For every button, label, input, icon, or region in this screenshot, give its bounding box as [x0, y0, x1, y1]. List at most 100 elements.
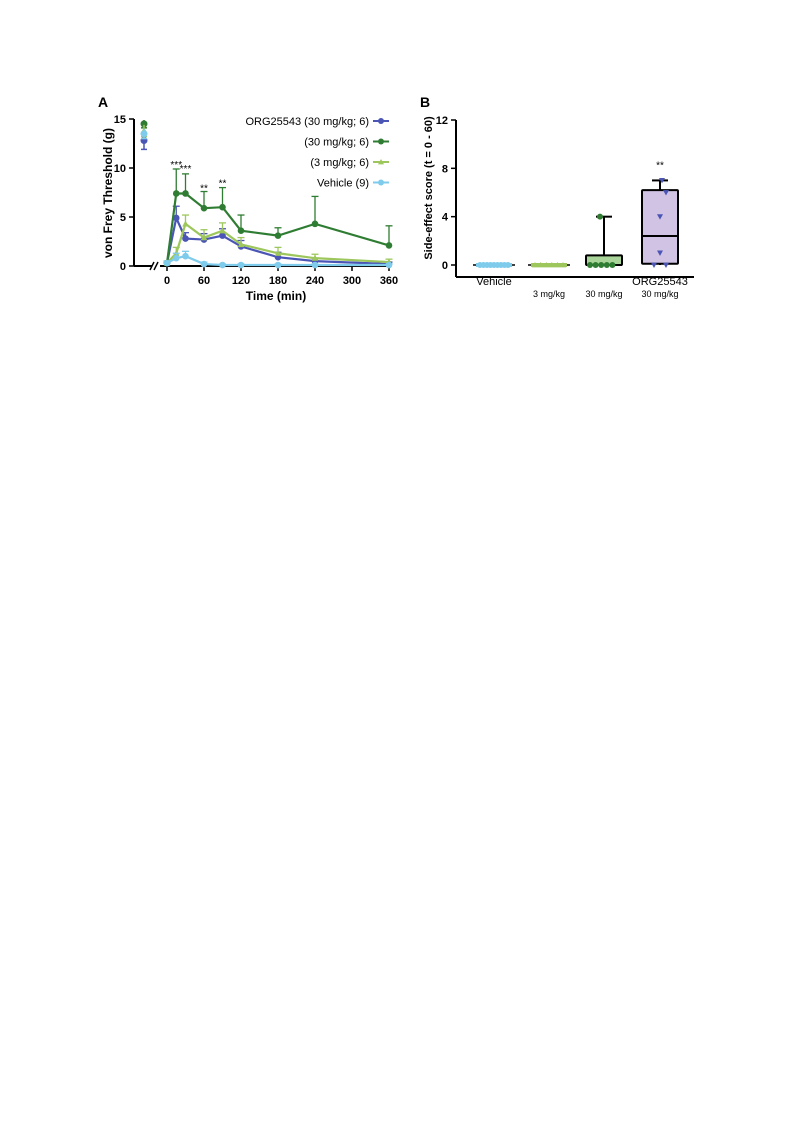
series-2: [140, 124, 393, 266]
data-point: [311, 220, 319, 228]
data-point: [163, 259, 171, 267]
box-point: [505, 262, 511, 268]
panel-b-annotations: **: [656, 160, 664, 171]
box-group-1: 3 mg/kg: [528, 262, 570, 299]
panel-a-x-tick-label: 60: [198, 275, 210, 287]
panel-a-label: A: [98, 94, 108, 110]
legend-marker: [378, 179, 384, 186]
panel-a-axis-break-2: [153, 261, 159, 271]
box-point: [657, 250, 663, 256]
group-drug-label: Vehicle: [476, 276, 511, 288]
data-point: [219, 203, 226, 211]
box-point: [532, 262, 538, 268]
panel-a-y-tick-label: 0: [120, 261, 126, 273]
data-point: [182, 252, 189, 260]
panel-a-x-tick-label: 300: [343, 275, 361, 287]
data-point: [182, 220, 189, 227]
significance-marker: **: [200, 184, 208, 195]
panel-a-axis-break-1: [149, 261, 155, 271]
panel-b-y-tick-label: 12: [436, 115, 448, 127]
data-point: [237, 227, 245, 235]
panel-a-x-tick-label: 360: [380, 275, 398, 287]
box-point: [554, 262, 561, 268]
data-point: [172, 214, 180, 222]
panel-b: B Side-effect score (t = 0 - 60) 0 4 8 12 V…: [420, 94, 694, 299]
box-point: [657, 214, 663, 220]
box-group-0: Vehicle: [473, 262, 515, 288]
panel-a-annotations: ******** **: [170, 160, 226, 195]
significance-marker: **: [656, 160, 664, 171]
box-group-2: 30 mg/kg: [585, 213, 623, 299]
data-point: [219, 232, 226, 239]
box-point: [651, 262, 657, 268]
significance-marker: ***: [170, 160, 182, 171]
significance-marker: **: [219, 179, 227, 190]
panel-a-legend: ORG25543 (30 mg/kg; 6) (30 mg/kg; 6) (3 mg…: [245, 116, 389, 190]
data-point: [385, 261, 393, 269]
group-dose-label: 3 mg/kg: [533, 289, 565, 299]
data-point: [274, 261, 282, 269]
box-point: [587, 262, 593, 268]
box-point: [603, 262, 610, 268]
legend-label: ORG25543 (30 mg/kg; 6): [245, 116, 369, 128]
data-point: [274, 249, 282, 256]
panel-b-y-tick-label: 4: [442, 212, 449, 224]
data-point: [182, 190, 189, 197]
legend-marker: [378, 118, 384, 124]
panel-a-y-tick-label: 15: [114, 114, 126, 126]
panel-b-y-tick-label: 8: [442, 163, 448, 175]
panel-a-x-tick-label: 0: [164, 275, 170, 287]
box-point: [663, 262, 669, 268]
data-point: [200, 234, 208, 241]
significance-marker: ***: [180, 164, 192, 175]
box-point: [560, 262, 566, 268]
panel-a-x-tick-label: 120: [232, 275, 250, 287]
panel-a-series-layer: [140, 119, 393, 269]
series-3: [140, 128, 393, 269]
legend-marker: [378, 138, 384, 145]
baseline-point: [140, 120, 148, 128]
panel-b-axes: 0 4 8 12: [436, 115, 694, 278]
panel-a-y-tick-label: 5: [120, 212, 126, 224]
group-dose-label: 30 mg/kg: [641, 289, 678, 299]
baseline-point: [140, 130, 148, 138]
legend-label: (30 mg/kg; 6): [304, 137, 369, 149]
box-point: [592, 262, 599, 268]
panel-b-y-tick-label: 0: [442, 260, 448, 272]
data-point: [311, 261, 319, 269]
box-point: [609, 262, 616, 268]
data-point: [219, 261, 226, 269]
data-point: [172, 254, 180, 262]
panel-a: A von Frey Threshold (g) Time (min) 0 5 10…: [98, 94, 398, 303]
data-point: [385, 242, 393, 249]
panel-a-y-tick-label: 10: [114, 163, 126, 175]
data-point: [200, 204, 208, 212]
box-point: [548, 262, 555, 268]
box-point: [598, 262, 605, 268]
group-dose-label: 30 mg/kg: [585, 289, 622, 299]
legend-label: Vehicle (9): [317, 178, 369, 190]
box-point: [663, 190, 669, 196]
panel-a-x-axis-label: Time (min): [246, 289, 306, 303]
panel-a-y-axis-label: von Frey Threshold (g): [101, 128, 115, 258]
panel-a-x-tick-label: 240: [306, 275, 324, 287]
panel-b-y-axis-label: Side-effect score (t = 0 - 60): [423, 116, 435, 260]
data-point: [182, 235, 189, 242]
panel-a-x-tick-label: 180: [269, 275, 287, 287]
data-point: [200, 260, 208, 268]
data-point: [237, 241, 245, 248]
box: [641, 189, 679, 265]
box-point: [597, 213, 603, 220]
panel-b-label: B: [420, 94, 430, 110]
data-point: [172, 190, 180, 197]
group-drug-label: ORG25543: [632, 276, 688, 288]
legend-label: (3 mg/kg; 6): [310, 157, 369, 169]
data-point: [237, 261, 245, 269]
legend-marker: [378, 159, 384, 165]
box-point: [659, 178, 665, 184]
data-point: [274, 232, 282, 239]
data-point: [311, 254, 319, 261]
